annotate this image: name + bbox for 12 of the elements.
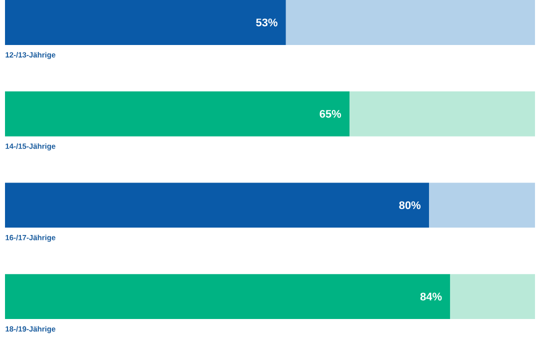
bar (429, 182, 536, 228)
bar (350, 91, 536, 136)
data-label: 84% (420, 292, 442, 300)
bar (5, 91, 350, 136)
data-label: 65% (320, 110, 342, 118)
data-label: 53% (256, 18, 278, 26)
data-label: 80% (399, 201, 421, 210)
bar (5, 0, 286, 45)
bar (286, 0, 536, 45)
bar (450, 274, 536, 320)
bar (5, 274, 450, 320)
bar (5, 182, 430, 228)
